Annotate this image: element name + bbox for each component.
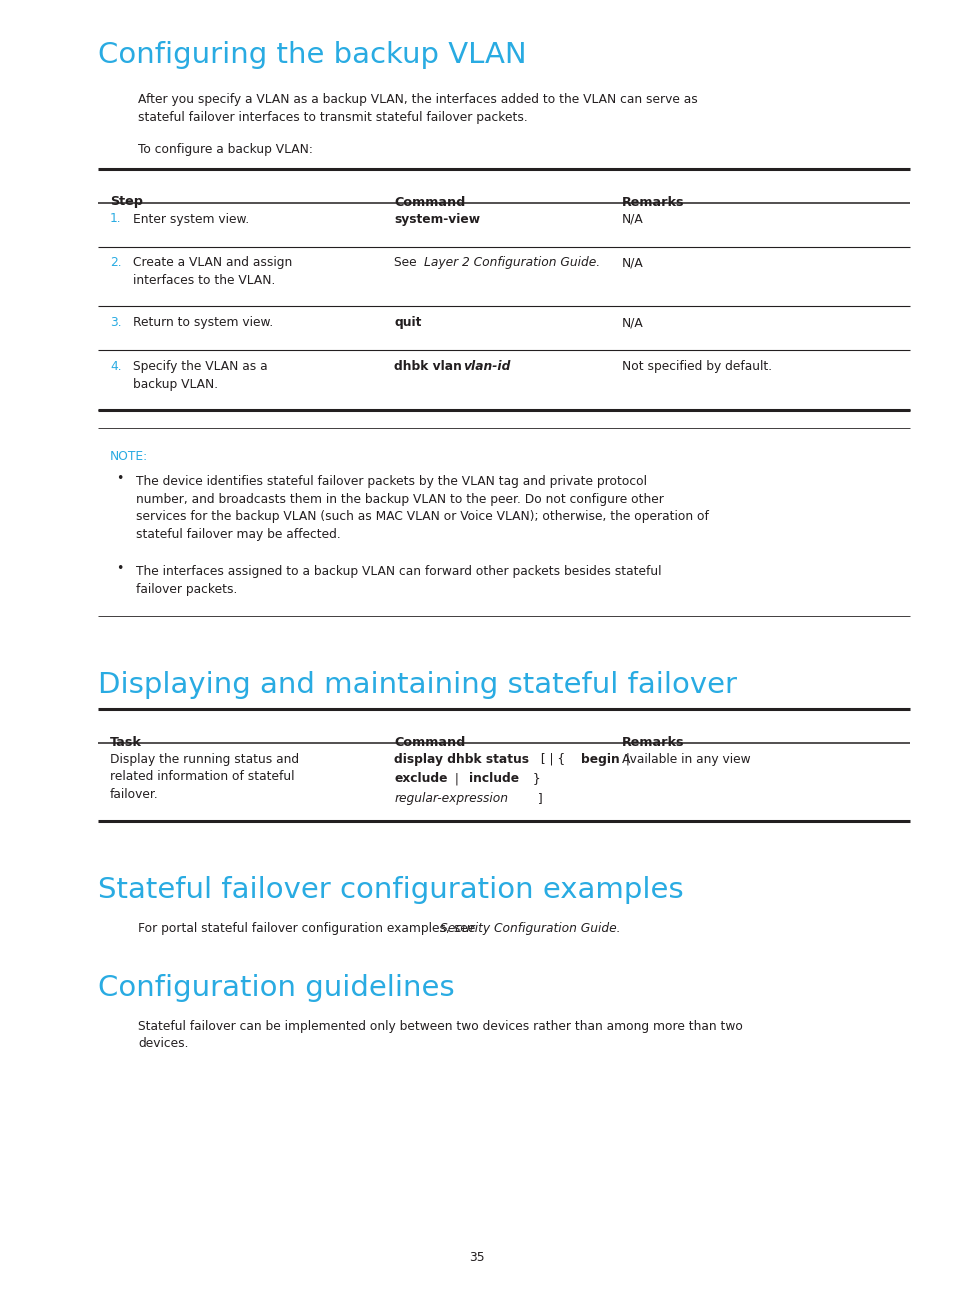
Text: Create a VLAN and assign
interfaces to the VLAN.: Create a VLAN and assign interfaces to t… xyxy=(132,257,292,286)
Text: regular-expression: regular-expression xyxy=(394,792,508,805)
Text: Display the running status and
related information of stateful
failover.: Display the running status and related i… xyxy=(110,753,299,801)
Text: •: • xyxy=(116,562,123,575)
Text: •: • xyxy=(116,473,123,486)
Text: After you specify a VLAN as a backup VLAN, the interfaces added to the VLAN can : After you specify a VLAN as a backup VLA… xyxy=(138,93,697,123)
Text: Task: Task xyxy=(110,736,142,749)
Text: |: | xyxy=(451,772,462,785)
Text: Not specified by default.: Not specified by default. xyxy=(621,360,771,373)
Text: include: include xyxy=(469,772,518,785)
Text: Return to system view.: Return to system view. xyxy=(132,316,273,329)
Text: 3.: 3. xyxy=(110,316,121,329)
Text: exclude: exclude xyxy=(394,772,447,785)
Text: The interfaces assigned to a backup VLAN can forward other packets besides state: The interfaces assigned to a backup VLAN… xyxy=(136,565,660,596)
Text: N/A: N/A xyxy=(621,213,642,226)
Text: Stateful failover configuration examples: Stateful failover configuration examples xyxy=(98,876,683,905)
Text: Specify the VLAN as a
backup VLAN.: Specify the VLAN as a backup VLAN. xyxy=(132,360,268,391)
Text: NOTE:: NOTE: xyxy=(110,451,148,464)
Text: To configure a backup VLAN:: To configure a backup VLAN: xyxy=(138,143,313,156)
Text: [ | {: [ | { xyxy=(537,753,569,766)
Text: Command: Command xyxy=(394,736,465,749)
Text: Displaying and maintaining stateful failover: Displaying and maintaining stateful fail… xyxy=(98,671,737,700)
Text: 4.: 4. xyxy=(110,360,121,373)
Text: Step: Step xyxy=(110,196,143,209)
Text: system-view: system-view xyxy=(394,213,479,226)
Text: See: See xyxy=(394,257,420,270)
Text: display dhbk status: display dhbk status xyxy=(394,753,529,766)
Text: ]: ] xyxy=(534,792,542,805)
Text: Available in any view: Available in any view xyxy=(621,753,749,766)
Text: Command: Command xyxy=(394,196,465,209)
Text: dhbk vlan: dhbk vlan xyxy=(394,360,466,373)
Text: 1.: 1. xyxy=(110,213,121,226)
Text: Configuration guidelines: Configuration guidelines xyxy=(98,975,455,1002)
Text: Stateful failover can be implemented only between two devices rather than among : Stateful failover can be implemented onl… xyxy=(138,1020,742,1051)
Text: begin: begin xyxy=(580,753,619,766)
Text: vlan-id: vlan-id xyxy=(463,360,510,373)
Text: 2.: 2. xyxy=(110,257,121,270)
Text: 35: 35 xyxy=(469,1251,484,1264)
Text: }: } xyxy=(529,772,540,785)
Text: Security Configuration Guide.: Security Configuration Guide. xyxy=(439,921,620,934)
Text: Enter system view.: Enter system view. xyxy=(132,213,249,226)
Text: Remarks: Remarks xyxy=(621,196,683,209)
Text: N/A: N/A xyxy=(621,316,642,329)
Text: quit: quit xyxy=(394,316,421,329)
Text: N/A: N/A xyxy=(621,257,642,270)
Text: The device identifies stateful failover packets by the VLAN tag and private prot: The device identifies stateful failover … xyxy=(136,476,708,540)
Text: Layer 2 Configuration Guide.: Layer 2 Configuration Guide. xyxy=(424,257,599,270)
Text: Configuring the backup VLAN: Configuring the backup VLAN xyxy=(98,41,526,69)
Text: |: | xyxy=(621,753,629,766)
Text: For portal stateful failover configuration examples, see: For portal stateful failover configurati… xyxy=(138,921,478,934)
Text: Remarks: Remarks xyxy=(621,736,683,749)
